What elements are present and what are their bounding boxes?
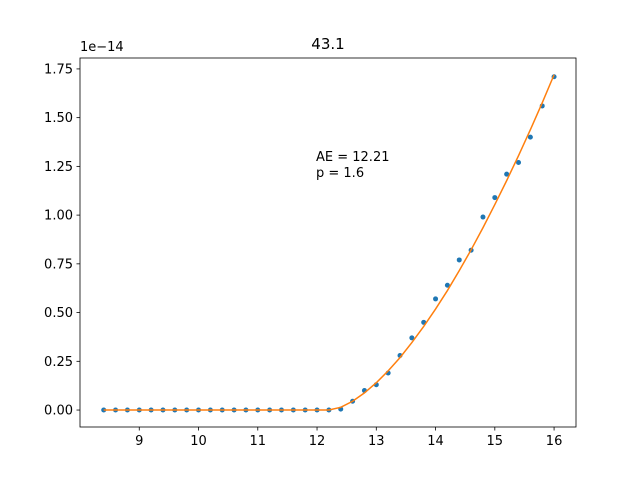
y-tick-label: 1.25 <box>44 160 73 175</box>
data-point <box>504 171 510 177</box>
annotation: AE = 12.21 <box>316 150 389 165</box>
y-tick-label: 1.75 <box>44 62 73 77</box>
data-point <box>480 214 486 220</box>
x-tick-label: 16 <box>546 434 563 449</box>
data-point <box>444 282 450 288</box>
data-point <box>456 257 462 263</box>
chart-title: 43.1 <box>311 35 344 53</box>
data-point <box>516 159 522 165</box>
x-tick-label: 11 <box>250 434 267 449</box>
offset-text: 1e−14 <box>80 40 124 55</box>
fit-line <box>103 74 555 411</box>
y-tick-label: 0.75 <box>44 257 73 272</box>
data-point <box>527 134 533 140</box>
x-tick-label: 14 <box>427 434 444 449</box>
x-tick-label: 10 <box>190 434 207 449</box>
data-point <box>409 335 415 341</box>
y-tick-label: 1.00 <box>44 209 73 224</box>
y-tick-label: 0.25 <box>44 355 73 370</box>
axes-frame <box>79 57 577 428</box>
y-tick-label: 0.00 <box>44 404 73 419</box>
x-tick-label: 9 <box>135 434 143 449</box>
y-tick-label: 0.50 <box>44 306 73 321</box>
x-tick-label: 13 <box>368 434 385 449</box>
y-tick-label: 1.50 <box>44 111 73 126</box>
annotation: p = 1.6 <box>316 166 364 181</box>
x-tick-label: 12 <box>309 434 326 449</box>
data-point <box>433 296 439 302</box>
x-tick-label: 15 <box>487 434 504 449</box>
data-point <box>492 195 498 201</box>
